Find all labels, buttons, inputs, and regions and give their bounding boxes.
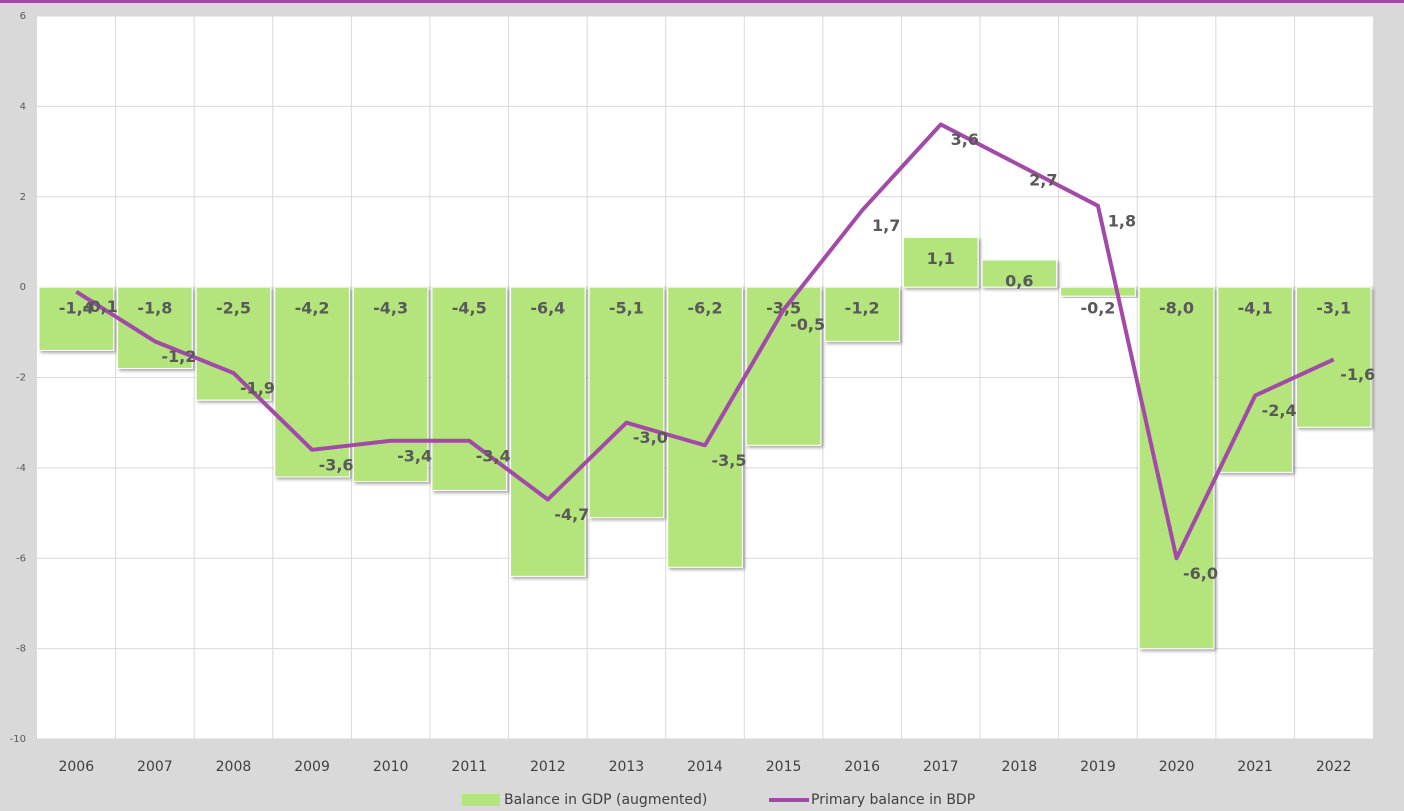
bar bbox=[352, 286, 429, 482]
bar-label: -0,2 bbox=[1080, 299, 1115, 318]
x-tick-label: 2018 bbox=[1002, 759, 1038, 775]
x-tick-label: 2007 bbox=[137, 759, 173, 775]
legend-swatch bbox=[462, 794, 500, 806]
bar-label: -6,4 bbox=[530, 299, 565, 318]
bar bbox=[1217, 286, 1293, 473]
bar-label: -1,2 bbox=[845, 299, 880, 318]
y-tick-label: -2 bbox=[16, 373, 26, 384]
bar bbox=[902, 236, 979, 288]
legend-label: Balance in GDP (augmented) bbox=[504, 792, 707, 808]
y-tick-label: 2 bbox=[20, 192, 26, 203]
bar-label: -4,2 bbox=[295, 299, 330, 318]
bar-label: -1,4 bbox=[59, 299, 94, 318]
bar bbox=[1060, 286, 1136, 297]
bar-label: -4,5 bbox=[452, 299, 487, 318]
x-tick-label: 2010 bbox=[373, 759, 409, 775]
y-tick-label: -10 bbox=[10, 734, 26, 745]
line-label: -1,9 bbox=[240, 378, 275, 397]
bar bbox=[981, 259, 1058, 288]
x-tick-label: 2017 bbox=[923, 759, 959, 775]
bar-label: -4,1 bbox=[1238, 299, 1273, 318]
x-tick-label: 2022 bbox=[1316, 759, 1352, 775]
bar-label: -5,1 bbox=[609, 299, 644, 318]
bar bbox=[1138, 286, 1215, 650]
bar bbox=[431, 286, 508, 491]
line-label: -4,7 bbox=[554, 505, 589, 524]
line-label: -1,6 bbox=[1340, 365, 1375, 384]
line-label: -0,5 bbox=[790, 315, 825, 334]
line-label: -1,2 bbox=[161, 347, 196, 366]
bar bbox=[1295, 286, 1372, 428]
y-tick-label: -8 bbox=[16, 644, 26, 655]
x-tick-label: 2011 bbox=[451, 759, 487, 775]
line-label: -6,0 bbox=[1183, 564, 1218, 583]
line-label: -2,4 bbox=[1262, 401, 1297, 420]
line-label: -3,0 bbox=[633, 428, 668, 447]
line-label: -3,4 bbox=[476, 446, 511, 465]
line-label: 2,7 bbox=[1029, 171, 1057, 190]
legend-label: Primary balance in BDP bbox=[811, 792, 975, 808]
line-label: -0,1 bbox=[83, 297, 118, 316]
bar bbox=[588, 286, 665, 519]
line-label: 1,7 bbox=[872, 216, 900, 235]
bar-label: 1,1 bbox=[927, 249, 955, 268]
bar-label: -4,3 bbox=[373, 299, 408, 318]
line-label: 1,8 bbox=[1108, 211, 1136, 230]
bar bbox=[667, 286, 743, 568]
bar-label: -3,1 bbox=[1316, 299, 1351, 318]
x-tick-label: 2013 bbox=[609, 759, 645, 775]
x-tick-label: 2014 bbox=[687, 759, 723, 775]
x-tick-label: 2021 bbox=[1237, 759, 1273, 775]
x-tick-label: 2015 bbox=[766, 759, 802, 775]
bar-label: -1,8 bbox=[137, 299, 172, 318]
line-label: -3,6 bbox=[319, 455, 354, 474]
y-tick-label: 6 bbox=[20, 11, 26, 22]
bar bbox=[195, 286, 272, 401]
bar bbox=[824, 286, 900, 342]
bar bbox=[510, 286, 586, 577]
x-tick-label: 2006 bbox=[58, 759, 94, 775]
x-tick-label: 2020 bbox=[1159, 759, 1195, 775]
bar-label: -8,0 bbox=[1159, 299, 1194, 318]
y-tick-label: -4 bbox=[16, 463, 26, 474]
bar-label: 0,6 bbox=[1005, 272, 1033, 291]
line-label: 3,6 bbox=[951, 130, 979, 149]
top-border bbox=[0, 0, 1404, 3]
x-tick-label: 2016 bbox=[844, 759, 880, 775]
x-tick-label: 2009 bbox=[294, 759, 330, 775]
y-tick-label: 0 bbox=[20, 282, 26, 293]
x-tick-label: 2012 bbox=[530, 759, 566, 775]
line-label: -3,5 bbox=[712, 451, 747, 470]
x-tick-label: 2019 bbox=[1080, 759, 1116, 775]
line-label: -3,4 bbox=[397, 446, 432, 465]
bar bbox=[38, 286, 115, 351]
bar-label: -6,2 bbox=[688, 299, 723, 318]
line bbox=[75, 122, 1335, 561]
y-tick-label: 4 bbox=[20, 101, 26, 112]
x-tick-label: 2008 bbox=[216, 759, 252, 775]
bar-label: -2,5 bbox=[216, 299, 251, 318]
y-tick-label: -6 bbox=[16, 553, 26, 564]
